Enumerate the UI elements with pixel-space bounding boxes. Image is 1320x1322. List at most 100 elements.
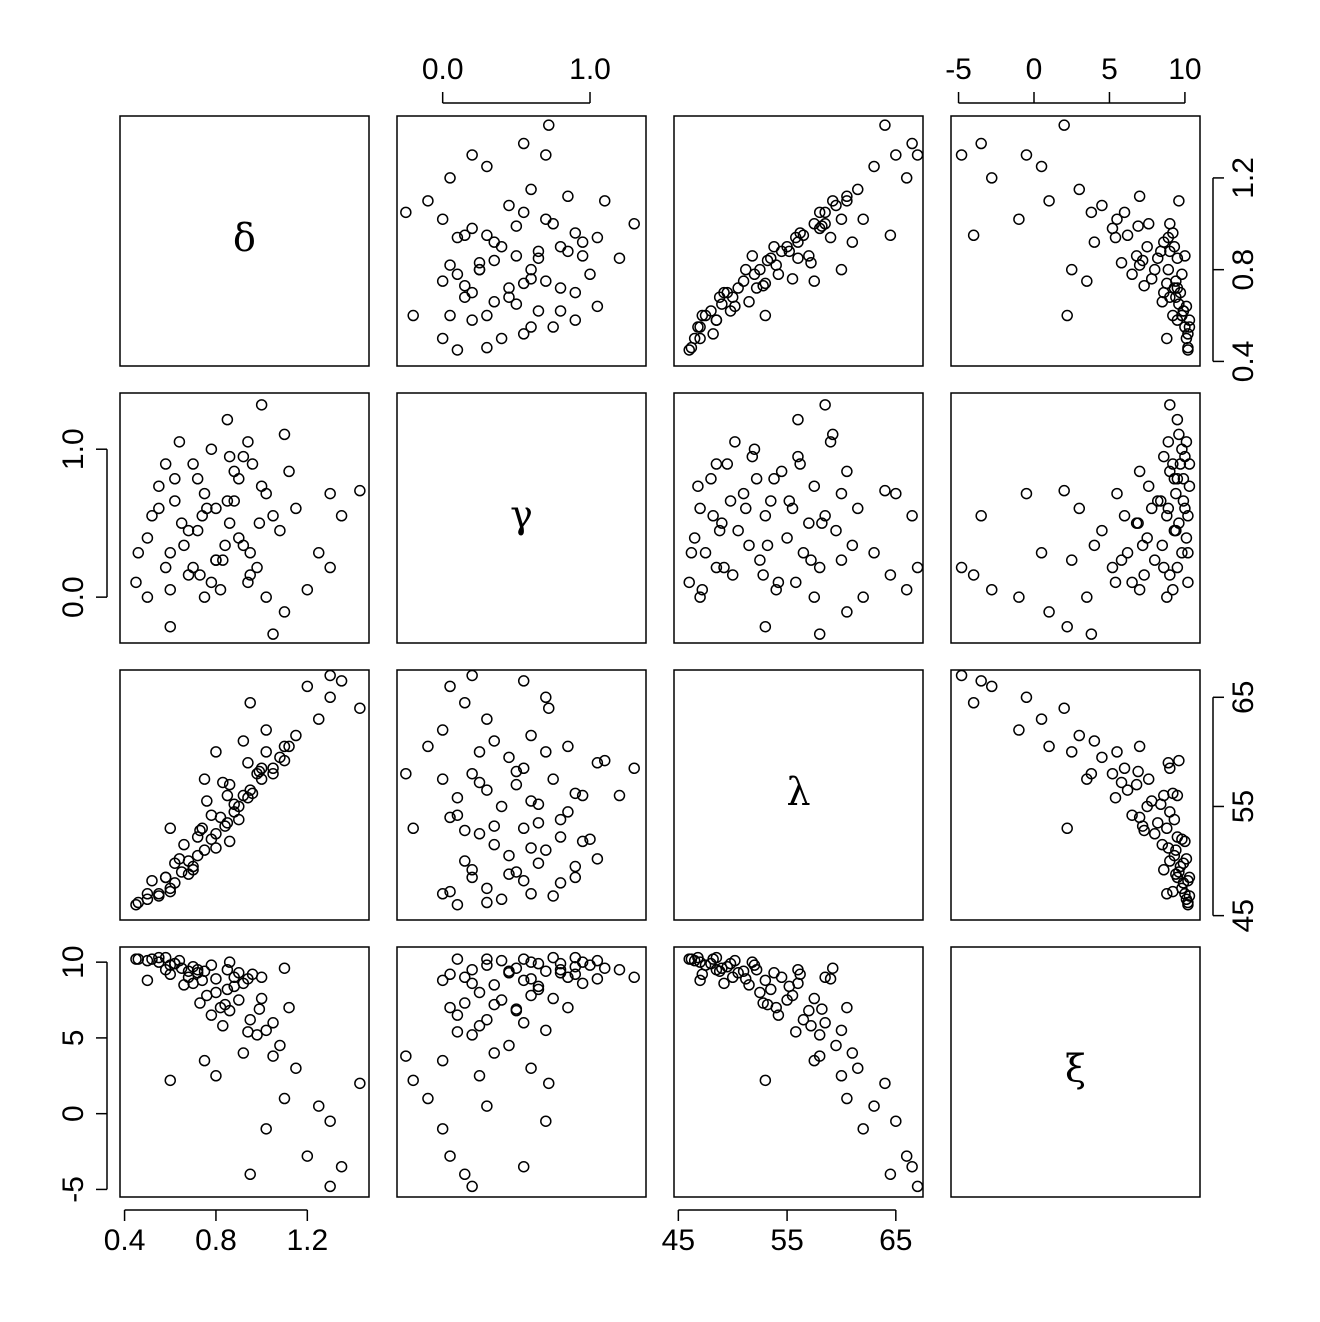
point: [1161, 510, 1173, 522]
point: [540, 213, 552, 225]
tick-label: 55: [1227, 790, 1260, 823]
point: [159, 951, 172, 964]
point: [797, 1013, 810, 1026]
point: [1109, 791, 1122, 804]
point: [827, 962, 839, 974]
point: [985, 680, 998, 693]
point: [187, 977, 199, 990]
tick-label: 45: [1227, 899, 1260, 932]
point: [466, 286, 478, 299]
point: [710, 561, 723, 574]
point: [503, 868, 515, 880]
point: [1061, 822, 1073, 835]
point: [824, 231, 837, 244]
point: [436, 213, 449, 225]
point: [290, 502, 302, 515]
point: [808, 275, 821, 287]
point: [244, 697, 256, 709]
point: [194, 997, 206, 1009]
point: [879, 1077, 891, 1090]
point: [754, 554, 766, 566]
point: [835, 1024, 848, 1037]
point: [436, 332, 449, 345]
point: [233, 994, 245, 1006]
point: [466, 222, 478, 235]
point: [737, 275, 750, 287]
point: [1061, 620, 1073, 633]
point: [835, 1070, 848, 1082]
point: [237, 450, 250, 463]
point: [182, 965, 195, 977]
point: [1106, 767, 1119, 780]
point: [525, 842, 537, 854]
point: [233, 532, 245, 544]
point: [153, 890, 165, 902]
point: [481, 1100, 493, 1112]
point: [1168, 849, 1181, 862]
point: [1171, 473, 1184, 485]
point: [242, 757, 254, 769]
point: [164, 620, 177, 633]
point: [713, 524, 726, 537]
point: [260, 487, 272, 500]
point: [459, 291, 471, 303]
point: [1111, 487, 1123, 500]
tick-label: 65: [1227, 681, 1260, 714]
point: [1183, 871, 1196, 884]
point: [132, 547, 145, 559]
point: [205, 576, 218, 589]
point: [900, 172, 913, 184]
point: [278, 754, 291, 767]
point: [1179, 835, 1191, 848]
point: [1130, 778, 1143, 791]
point: [219, 998, 231, 1011]
tick-label: 0.4: [104, 1224, 146, 1257]
point: [354, 1077, 366, 1090]
point: [255, 762, 268, 775]
point: [705, 473, 717, 485]
point: [1065, 263, 1078, 276]
point: [740, 263, 752, 276]
point: [451, 898, 464, 911]
point: [816, 1003, 828, 1015]
point: [175, 866, 188, 878]
point: [1145, 502, 1158, 515]
point: [841, 1001, 853, 1014]
point: [324, 487, 336, 500]
tick-label: 0.8: [195, 1224, 237, 1257]
point: [1013, 591, 1025, 603]
point: [335, 1160, 348, 1173]
point: [451, 1026, 464, 1038]
point: [757, 279, 769, 292]
point: [532, 817, 545, 829]
point: [868, 160, 880, 173]
point: [267, 628, 279, 640]
point: [159, 871, 172, 884]
point: [692, 951, 704, 964]
point: [210, 746, 222, 758]
point: [716, 517, 728, 529]
point: [911, 149, 924, 161]
point: [267, 510, 279, 522]
tick-label: 1.2: [286, 1224, 328, 1257]
point: [803, 1004, 815, 1017]
point: [540, 691, 552, 704]
point: [543, 702, 555, 714]
point: [554, 831, 567, 843]
point: [1167, 309, 1179, 322]
point: [466, 767, 478, 780]
point: [1156, 296, 1169, 308]
point: [451, 953, 464, 965]
point: [223, 956, 236, 968]
point: [481, 713, 493, 725]
point: [975, 675, 987, 687]
point: [816, 220, 828, 232]
point: [444, 968, 456, 981]
point: [488, 998, 500, 1011]
point: [884, 569, 897, 581]
point: [724, 305, 737, 317]
point: [1133, 740, 1146, 753]
variable-label: δ: [233, 216, 256, 260]
point: [1177, 857, 1190, 869]
point: [1162, 757, 1175, 769]
